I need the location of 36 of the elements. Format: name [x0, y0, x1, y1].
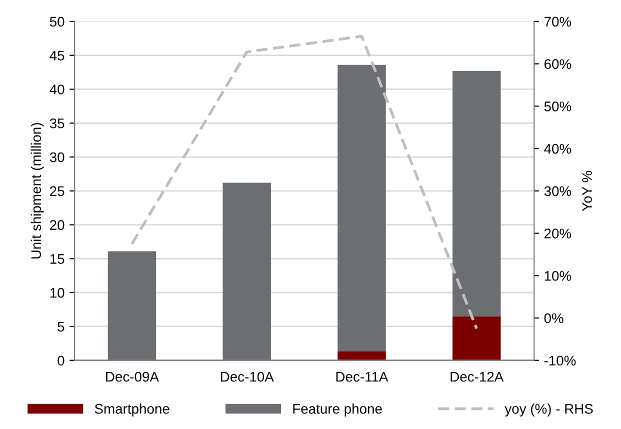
- y-tick-label: 30: [50, 152, 64, 162]
- legend-label: yoy (%) - RHS: [504, 404, 593, 416]
- x-tick-label: Dec-09A: [106, 372, 159, 382]
- bar: [108, 251, 156, 360]
- y2-tick-label: 50%: [544, 102, 572, 112]
- x-tick-label: Dec-12A: [450, 372, 504, 382]
- y-tick-label: 50: [50, 16, 64, 27]
- y2-tick-label: 60%: [544, 59, 572, 69]
- x-tick-label: Dec-11A: [336, 372, 388, 382]
- y-tick-label: 15: [50, 254, 64, 264]
- legend-label: Feature phone: [293, 404, 382, 416]
- x-tick-label: Dec-10A: [220, 372, 274, 382]
- bar: [452, 316, 501, 360]
- bar: [222, 182, 271, 360]
- bar: [452, 70, 501, 316]
- y-tick-label: 5: [58, 322, 64, 332]
- legend-label: Smartphone: [94, 404, 170, 416]
- y2-axis-title: YoY %: [582, 170, 592, 212]
- y-tick-label: 20: [50, 220, 64, 230]
- y-tick-label: 40: [50, 84, 64, 94]
- bar: [338, 352, 386, 360]
- y-tick-label: 35: [50, 118, 64, 128]
- y-tick-label: 45: [50, 50, 64, 61]
- y-tick-label: 0: [58, 356, 64, 366]
- y2-tick-label: 20%: [544, 228, 572, 238]
- bar: [338, 64, 386, 352]
- line-series: [130, 34, 478, 330]
- y2-tick-label: 40%: [544, 144, 572, 154]
- y2-tick-label: 30%: [544, 186, 572, 196]
- y-tick-label: 10: [50, 288, 64, 298]
- y-axis-title: Unit shipment (million): [30, 123, 44, 259]
- y-tick-label: 25: [50, 186, 64, 196]
- y2-tick-label: 0%: [544, 313, 564, 324]
- y2-tick-label: 10%: [544, 270, 572, 281]
- y2-tick-label: 70%: [544, 16, 572, 27]
- y2-tick-label: -10%: [544, 356, 576, 366]
